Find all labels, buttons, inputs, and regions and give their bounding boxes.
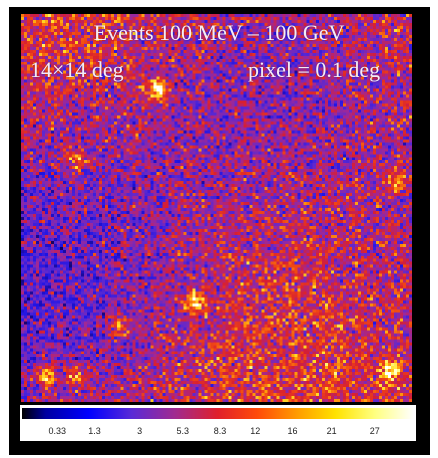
colorbar bbox=[22, 408, 414, 419]
colorbar-tick-label: 0.33 bbox=[48, 426, 67, 436]
pixel-scale-label: pixel = 0.1 deg bbox=[248, 57, 381, 82]
colorbar-tick-label: 1.3 bbox=[88, 426, 101, 436]
colorbar-tick-label: 8.3 bbox=[213, 426, 227, 436]
counts-map bbox=[21, 14, 412, 402]
colorbar-tick-label: 5.3 bbox=[176, 426, 189, 436]
colorbar-tick-label: 12 bbox=[250, 426, 261, 436]
colorbar-tick-label: 16 bbox=[287, 426, 298, 436]
colorbar-tick-label: 21 bbox=[326, 426, 337, 436]
colorbar-tick-label: 3 bbox=[137, 426, 143, 436]
map-title: Events 100 MeV – 100 GeV bbox=[93, 20, 345, 45]
colorbar-tick-label: 27 bbox=[369, 426, 380, 436]
colorbar-ticks: 0.33 1.3 3 5.3 8.3 12 16 21 27 bbox=[22, 426, 414, 438]
field-of-view-label: 14×14 deg bbox=[30, 57, 124, 82]
